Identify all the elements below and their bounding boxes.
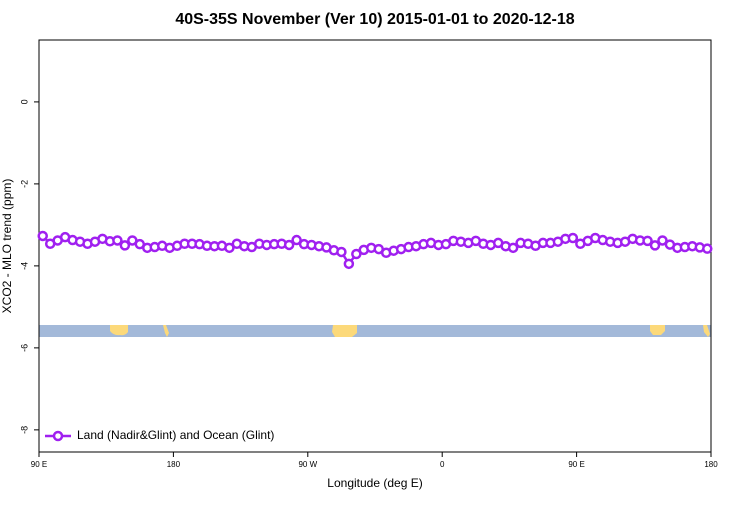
y-tick-label: 0: [19, 99, 29, 104]
point: [119, 240, 131, 251]
point: [283, 239, 295, 251]
point: [657, 235, 668, 246]
point: [507, 242, 519, 254]
y-tick-label: -8: [19, 426, 29, 434]
chart-title: 40S-35S November (Ver 10) 2015-01-01 to …: [175, 11, 574, 28]
point: [567, 232, 579, 244]
point: [649, 240, 661, 251]
point: [343, 258, 355, 270]
x-tick-label: 180: [167, 460, 181, 469]
point: [224, 242, 235, 254]
legend-label: Land (Nadir&Glint) and Ocean (Glint): [77, 428, 274, 442]
point: [291, 234, 302, 246]
y-tick-label: -2: [19, 180, 29, 188]
ocean-band: [39, 325, 711, 337]
x-axis-label: Longitude (deg E): [327, 476, 422, 490]
point: [37, 230, 48, 242]
land: [110, 325, 128, 336]
x-tick-label: 180: [704, 460, 718, 469]
land: [703, 325, 710, 337]
point: [702, 243, 713, 254]
point: [642, 235, 653, 247]
legend-marker: [52, 430, 64, 442]
y-tick-label: -6: [19, 344, 29, 352]
x-tick-label: 90 W: [298, 460, 317, 469]
land: [332, 325, 357, 337]
point: [336, 246, 347, 258]
y-tick-label: -4: [19, 262, 29, 270]
x-tick-label: 90 E: [568, 460, 584, 469]
x-tick-label: 90 E: [31, 460, 47, 469]
map-strip: [39, 325, 711, 337]
point: [351, 248, 362, 260]
y-axis-label: XCO2 - MLO trend (ppm): [0, 179, 14, 314]
point: [112, 235, 123, 246]
land: [163, 325, 169, 337]
land: [650, 325, 665, 335]
x-tick-label: 0: [440, 460, 445, 469]
